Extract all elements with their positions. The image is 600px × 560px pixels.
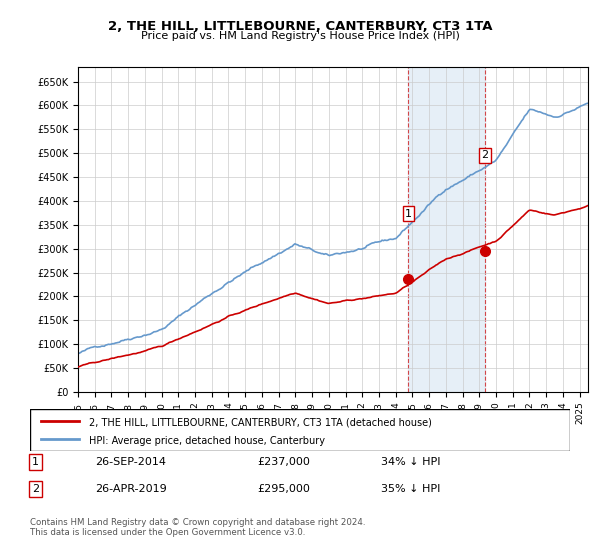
Text: 2: 2	[32, 484, 39, 494]
Bar	[408, 67, 485, 392]
Text: 26-SEP-2014: 26-SEP-2014	[95, 457, 166, 467]
Text: 2, THE HILL, LITTLEBOURNE, CANTERBURY, CT3 1TA (detached house): 2, THE HILL, LITTLEBOURNE, CANTERBURY, C…	[89, 417, 432, 427]
FancyBboxPatch shape	[30, 409, 570, 451]
Text: Contains HM Land Registry data © Crown copyright and database right 2024.
This d: Contains HM Land Registry data © Crown c…	[30, 518, 365, 538]
Text: 1: 1	[405, 209, 412, 218]
Text: £237,000: £237,000	[257, 457, 310, 467]
Text: £295,000: £295,000	[257, 484, 310, 494]
Text: 2, THE HILL, LITTLEBOURNE, CANTERBURY, CT3 1TA: 2, THE HILL, LITTLEBOURNE, CANTERBURY, C…	[108, 20, 492, 32]
Text: HPI: Average price, detached house, Canterbury: HPI: Average price, detached house, Cant…	[89, 436, 325, 446]
Text: 2: 2	[481, 151, 488, 161]
Text: 34% ↓ HPI: 34% ↓ HPI	[381, 457, 440, 467]
Text: 35% ↓ HPI: 35% ↓ HPI	[381, 484, 440, 494]
Text: 26-APR-2019: 26-APR-2019	[95, 484, 167, 494]
Text: Price paid vs. HM Land Registry's House Price Index (HPI): Price paid vs. HM Land Registry's House …	[140, 31, 460, 41]
Text: 1: 1	[32, 457, 39, 467]
